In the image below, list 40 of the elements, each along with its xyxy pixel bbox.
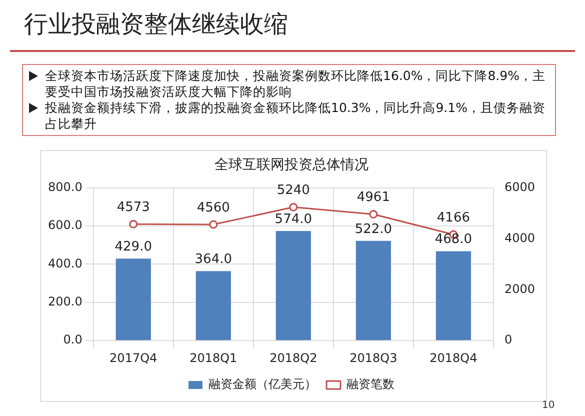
x-tick-label: 2017Q4 — [110, 350, 158, 365]
bar — [196, 271, 231, 340]
y2-tick-label: 0 — [504, 332, 512, 347]
y-tick-label: 600.0 — [48, 218, 82, 232]
data-label: 429.0 — [114, 240, 152, 255]
y-tick-label: 400.0 — [48, 256, 82, 270]
x-tick-label: 2018Q1 — [190, 350, 238, 365]
data-label: 4560 — [196, 200, 230, 216]
point — [369, 210, 378, 219]
chart-title: 行业投融资整体继续收缩 — [24, 9, 288, 40]
bar — [116, 258, 151, 340]
text: 10 — [542, 400, 555, 411]
data-label: 468.0 — [434, 232, 472, 248]
x-tick-label: 2018Q3 — [350, 350, 398, 365]
text: 投融资金额持续下滑，披露的投融资金额环比降低10.3%，同比升高9.1%，且债务融资占比攀升 — [44, 100, 546, 132]
y-tick-label: 800.0 — [48, 180, 82, 194]
text: 全球资本市场活跃度下降速度加快，投融资案例数环比降低16.0%，同比下降8.9%，主要受中国市场投融资活跃度大幅下降的影响 — [44, 68, 546, 100]
data-label: 522.0 — [354, 222, 392, 237]
data-label: 574.0 — [274, 212, 312, 227]
y-tick-label: 200.0 — [48, 294, 82, 309]
legend-label: 融资金额（亿美元） — [208, 377, 316, 392]
bar — [276, 230, 311, 340]
y2-tick-label: 2000 — [504, 282, 536, 296]
data-label: 364.0 — [194, 252, 232, 267]
chart-subtitle: 全球互联网投资总体情况 — [214, 157, 368, 174]
data-label: 4961 — [356, 190, 390, 206]
y-tick-label: 0.0 — [63, 332, 82, 347]
data-label: 5240 — [276, 183, 310, 198]
legend-label: 融资笔数 — [346, 377, 394, 392]
x-tick-label: 2018Q2 — [270, 350, 318, 365]
point — [289, 202, 298, 212]
data-label: 4573 — [116, 200, 150, 216]
bar — [436, 251, 471, 340]
y2-tick-label: 4000 — [504, 230, 536, 245]
point — [129, 220, 138, 228]
point — [209, 220, 218, 229]
x-tick-label: 2018Q4 — [430, 350, 478, 365]
bar — [356, 240, 391, 340]
data-label: 4166 — [436, 210, 470, 226]
y2-tick-label: 6000 — [504, 180, 536, 194]
